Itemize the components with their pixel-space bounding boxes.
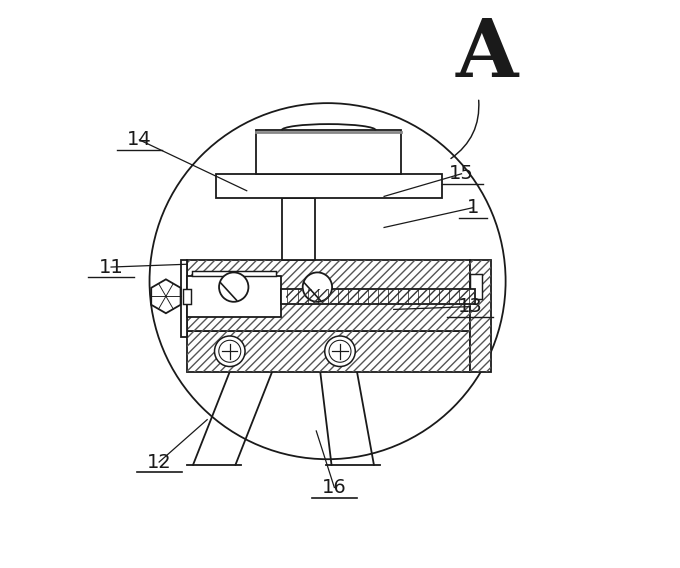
Bar (181, 260, 188, 337)
Circle shape (214, 336, 245, 366)
Bar (286, 289, 475, 304)
Bar (188, 276, 281, 317)
Text: 14: 14 (127, 131, 152, 149)
Text: 13: 13 (458, 297, 482, 316)
Circle shape (219, 340, 241, 362)
Bar (183, 289, 191, 304)
Bar (216, 174, 442, 198)
Bar (188, 260, 470, 331)
Bar (282, 198, 315, 260)
Text: 16: 16 (322, 478, 347, 497)
Bar (281, 289, 475, 304)
Text: A: A (456, 16, 518, 94)
Bar (188, 260, 470, 331)
Bar (470, 260, 492, 371)
Bar (256, 130, 401, 174)
Polygon shape (151, 279, 181, 313)
Text: 12: 12 (147, 453, 171, 471)
Text: 1: 1 (466, 198, 479, 217)
Text: 15: 15 (449, 164, 474, 183)
Circle shape (325, 336, 355, 366)
Text: 11: 11 (99, 257, 124, 277)
Bar (470, 274, 482, 299)
Circle shape (219, 273, 248, 302)
Bar (188, 331, 470, 371)
Bar (192, 272, 276, 276)
Circle shape (329, 340, 351, 362)
Circle shape (303, 273, 332, 302)
Bar (470, 260, 492, 371)
Bar (188, 331, 470, 371)
